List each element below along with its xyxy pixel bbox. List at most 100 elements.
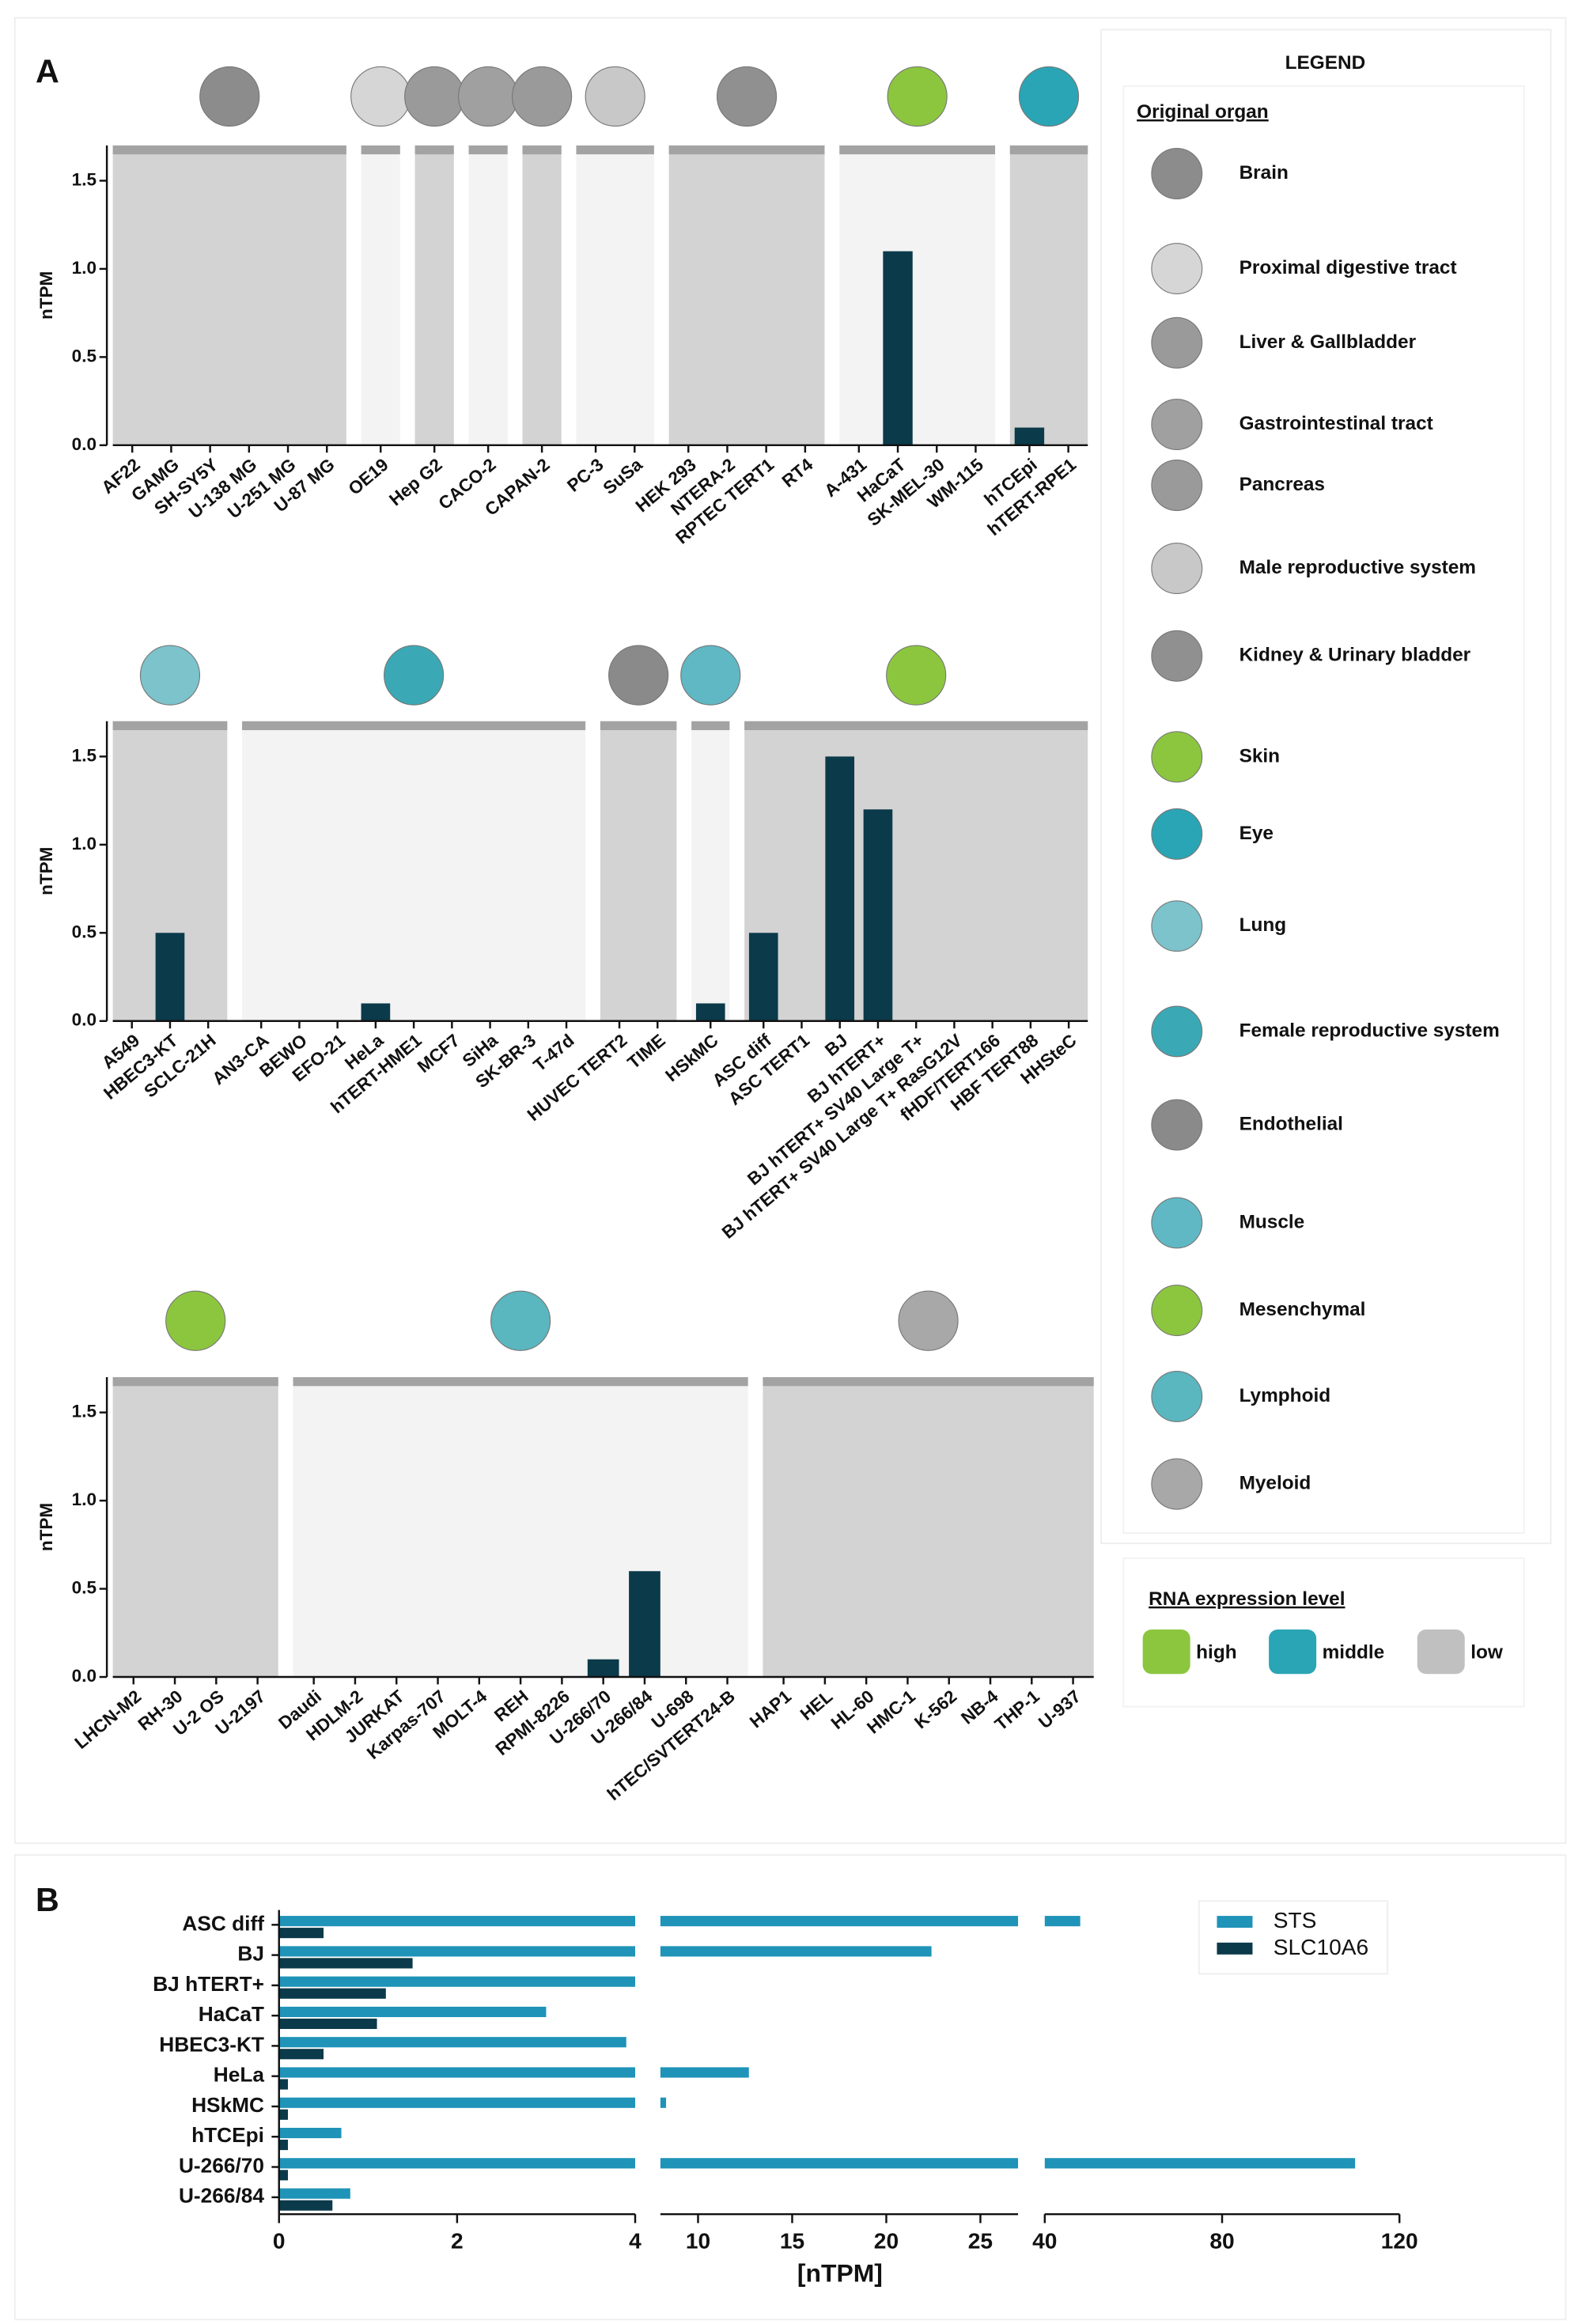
x-tick-label: 4 [629,2228,642,2253]
group-background [112,1377,278,1678]
y-tick-label: HSkMC [191,2093,264,2117]
y-tick-label: BJ [237,1942,264,1966]
bar [278,2170,288,2181]
y-tick-label: 1.0 [72,258,97,278]
legend-label: Pancreas [1239,474,1325,495]
bar [863,809,893,1021]
y-tick-label: hTCEpi [191,2123,264,2147]
group-background [112,145,346,445]
x-tick-label: 2 [451,2228,464,2253]
group-background [468,145,508,445]
group-background [600,721,677,1021]
legend-icon [1151,316,1203,369]
organ-icon [199,66,260,127]
panel-a-frame [13,17,1567,1845]
x-tick-label: 120 [1381,2228,1418,2253]
group-strip [744,721,1088,731]
group-background [361,145,400,445]
legend-heading: RNA expression level [1149,1588,1345,1610]
bar [278,2109,288,2120]
group-strip [361,145,400,155]
group-background [522,145,562,445]
group-strip [763,1377,1094,1387]
bar [629,1571,660,1678]
legend-label: Lymphoid [1239,1385,1331,1406]
bar [278,2158,636,2169]
bar [660,2067,749,2078]
legend-icon [1151,1099,1203,1151]
bar [1044,2158,1356,2169]
x-tick-label: THP-1 [991,1686,1043,1735]
group-background [763,1377,1094,1678]
x-tick-label: SuSa [600,454,647,498]
bar [278,1916,636,1927]
legend-icon [1151,1458,1203,1510]
x-tick-label: K-562 [910,1686,960,1733]
legend-label: Male reproductive system [1239,557,1476,578]
legend-icon [1151,731,1203,783]
bar [1044,1916,1081,1927]
group-background [576,145,654,445]
x-tick-label: 10 [686,2228,710,2253]
bar [278,1976,636,1987]
bar [361,1003,391,1021]
legend-icon [1151,1370,1203,1422]
legend-icon [1151,399,1203,451]
y-tick-label: 0.5 [72,922,97,941]
bar [278,2037,626,2048]
legend-label: Endothelial [1239,1114,1343,1135]
legend-label: Proximal digestive tract [1239,257,1457,278]
legend-swatch [1417,1629,1465,1675]
legend-label: Female reproductive system [1239,1020,1500,1041]
y-tick-label: 1.0 [72,834,97,854]
bar [1014,427,1045,445]
x-tick-label: 15 [780,2228,804,2253]
panel-b-frame [13,1854,1567,2321]
y-tick-label: 1.5 [72,1402,97,1421]
y-axis-label: nTPM [36,847,56,895]
organ-icon [350,66,411,127]
legend-icon [1151,1285,1203,1337]
bar [278,2127,342,2139]
y-tick-label: 0.0 [72,1666,97,1686]
organ-icon [458,66,519,127]
group-background [293,1377,748,1678]
level-legend-frame [1122,1557,1525,1708]
panel-label: A [36,54,59,90]
group-strip [576,145,654,155]
y-tick-label: 1.0 [72,1489,97,1509]
group-strip [414,145,454,155]
x-tick-label: 25 [968,2228,993,2253]
group-strip [242,721,586,731]
y-tick-label: 1.5 [72,169,97,189]
bar [695,1003,725,1021]
legend-swatch [1217,1942,1253,1955]
legend-icon [1151,1197,1203,1249]
group-strip [112,721,228,731]
x-tick-label: TIME [624,1031,669,1073]
y-tick-label: BJ hTERT+ [153,1972,264,1996]
organ-icon [490,1290,551,1351]
legend-label: SLC10A6 [1274,1935,1368,1959]
y-tick-label: U-266/84 [179,2184,264,2208]
legend-label: middle [1323,1641,1385,1663]
x-tick-label: PC-3 [563,455,607,496]
y-tick-label: 0.0 [72,434,97,454]
group-strip [691,721,730,731]
group-background [691,721,730,1021]
legend-label: Lung [1239,914,1287,936]
bar [660,2097,667,2108]
legend-label: Myeloid [1239,1473,1311,1494]
bar [660,1916,1019,1927]
bar [278,2139,288,2151]
legend-label: Gastrointestinal tract [1239,413,1433,434]
x-tick-label: OE19 [345,455,392,499]
organ-icon [1018,66,1080,127]
group-background [414,145,454,445]
legend-icon [1151,543,1203,595]
group-strip [668,145,825,155]
legend-label: Eye [1239,823,1274,844]
y-tick-label: HaCaT [199,2002,264,2026]
y-tick-label: HeLa [214,2063,265,2087]
